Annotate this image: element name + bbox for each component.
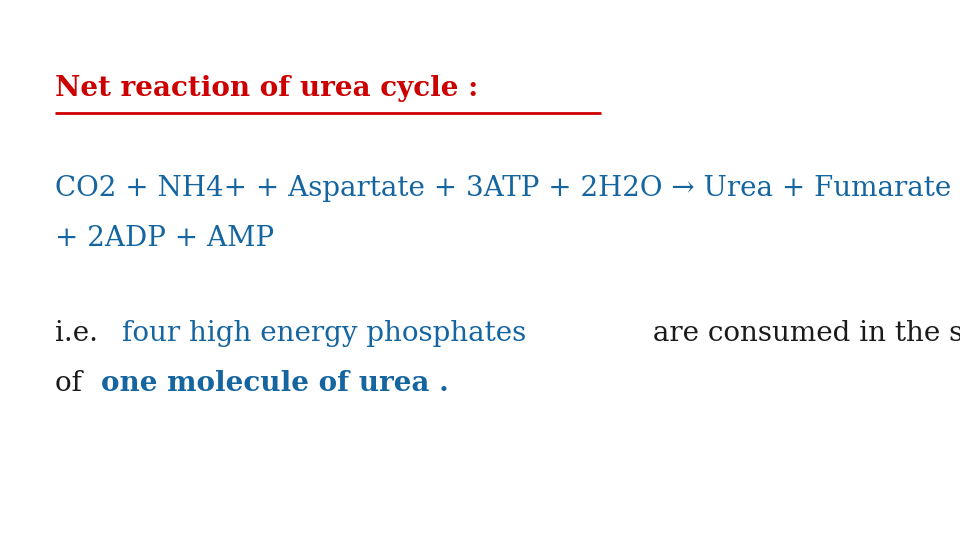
Text: are consumed in the synthesis: are consumed in the synthesis [643,320,960,347]
Text: CO2 + NH4+ + Aspartate + 3ATP + 2H2O → Urea + Fumarate: CO2 + NH4+ + Aspartate + 3ATP + 2H2O → U… [55,175,951,202]
Text: of: of [55,370,91,397]
Text: + 2ADP + AMP: + 2ADP + AMP [55,225,275,252]
Text: Net reaction of urea cycle :: Net reaction of urea cycle : [55,75,478,102]
Text: four high energy phosphates: four high energy phosphates [122,320,526,347]
Text: i.e.: i.e. [55,320,107,347]
Text: one molecule of urea .: one molecule of urea . [102,370,449,397]
